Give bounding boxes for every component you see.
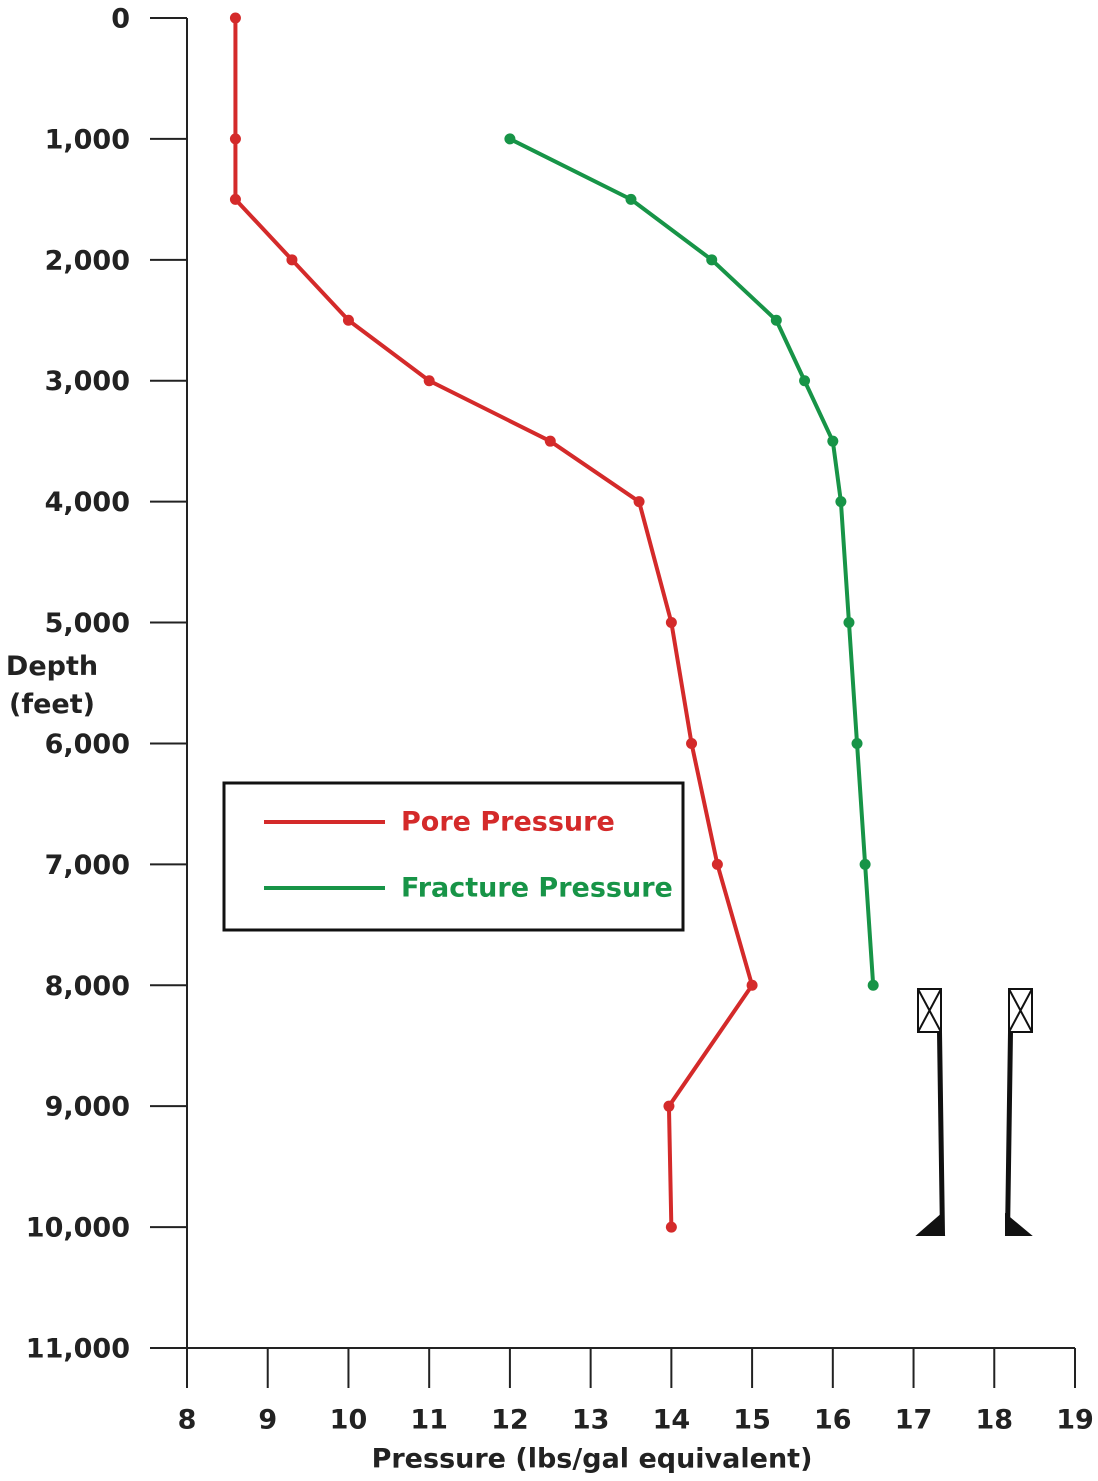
data-point xyxy=(665,617,677,629)
data-point xyxy=(665,1221,677,1233)
y-tick-label: 11,000 xyxy=(26,1334,130,1365)
x-tick-label: 14 xyxy=(653,1405,691,1436)
y-tick-label: 10,000 xyxy=(26,1213,130,1244)
data-point xyxy=(686,737,698,749)
data-point xyxy=(770,314,782,326)
data-point xyxy=(663,1100,675,1112)
data-point xyxy=(544,435,556,447)
y-tick-label: 0 xyxy=(111,4,130,35)
x-tick-label: 17 xyxy=(895,1405,933,1436)
x-tick-label: 16 xyxy=(814,1405,852,1436)
legend-label: Pore Pressure xyxy=(401,807,615,838)
y-tick-label: 5,000 xyxy=(45,608,130,639)
casing-symbols xyxy=(915,988,1033,1236)
data-point xyxy=(286,254,298,266)
y-tick-label: 9,000 xyxy=(45,1092,130,1123)
data-point xyxy=(229,133,241,145)
x-tick-label: 15 xyxy=(733,1405,771,1436)
y-tick-label: 8,000 xyxy=(45,971,130,1002)
y-tick-label: 4,000 xyxy=(45,487,130,518)
y-axis-label: Depth (feet) xyxy=(5,651,99,720)
data-point xyxy=(827,435,839,447)
y-tick-label: 6,000 xyxy=(45,729,130,760)
x-tick-label: 19 xyxy=(1056,1405,1094,1436)
data-point xyxy=(625,193,637,205)
data-point xyxy=(423,375,435,387)
series-line xyxy=(233,18,755,1228)
y-tick-label: 7,000 xyxy=(45,850,130,881)
data-point xyxy=(843,617,855,629)
data-point xyxy=(867,979,879,991)
data-point xyxy=(706,254,718,266)
x-tick-label: 10 xyxy=(330,1405,368,1436)
x-tick-label: 11 xyxy=(410,1405,448,1436)
data-point xyxy=(504,133,516,145)
x-tick-label: 9 xyxy=(258,1405,277,1436)
y-tick-label: 1,000 xyxy=(45,124,130,155)
x-tick-label: 18 xyxy=(975,1405,1013,1436)
data-point xyxy=(711,858,723,870)
x-tick-label: 8 xyxy=(178,1405,197,1436)
data-point xyxy=(835,496,847,508)
data-point xyxy=(229,12,241,24)
data-point xyxy=(229,193,241,205)
data-point xyxy=(342,314,354,326)
y-tick-label: 2,000 xyxy=(45,245,130,276)
data-point xyxy=(851,737,863,749)
x-axis-label: Pressure (lbs/gal equivalent) xyxy=(372,1444,813,1475)
x-tick-label: 12 xyxy=(491,1405,529,1436)
legend-box xyxy=(222,781,685,932)
data-point xyxy=(746,979,758,991)
y-tick-label: 3,000 xyxy=(45,366,130,397)
x-tick-label: 13 xyxy=(572,1405,610,1436)
legend-label: Fracture Pressure xyxy=(401,873,673,904)
data-point xyxy=(633,496,645,508)
data-point xyxy=(859,858,871,870)
data-point xyxy=(799,375,811,387)
